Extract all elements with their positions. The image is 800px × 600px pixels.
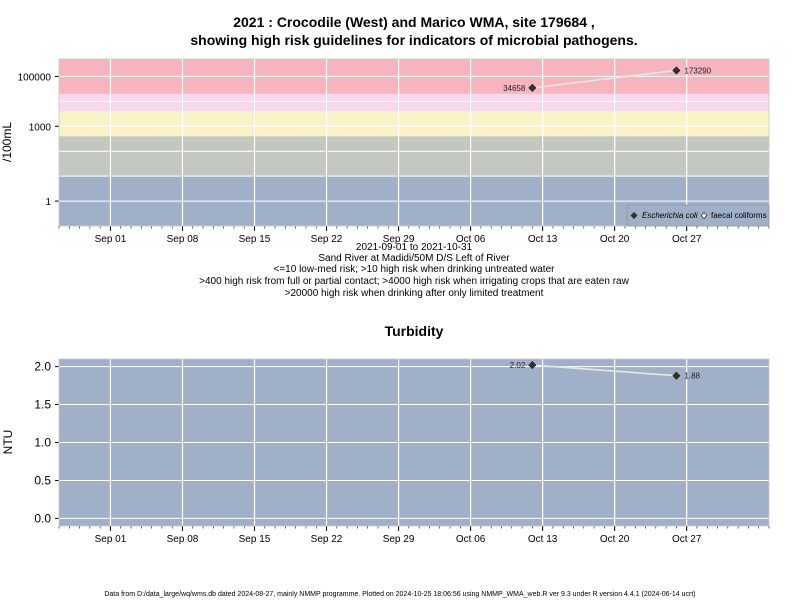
- data-label: 173290: [684, 66, 711, 75]
- chart2-title: Turbidity: [385, 323, 444, 339]
- risk-band: [59, 93, 769, 112]
- data-label: 1.88: [684, 372, 700, 381]
- x-tick-label: Oct 27: [672, 534, 702, 545]
- chart1-note-guideline-1: <=10 low-med risk; >10 high risk when dr…: [274, 264, 556, 275]
- footer-note: Data from D:/data_large/wq/wms.db dated …: [104, 591, 695, 598]
- x-tick-label: Sep 22: [311, 234, 343, 245]
- plot-frame: [58, 358, 770, 527]
- legend-faecal-marker: [700, 211, 708, 220]
- chart1-note-guideline-2: >400 high risk from full or partial cont…: [199, 276, 629, 287]
- x-tick-label: Oct 06: [456, 534, 486, 545]
- x-tick-label: Oct 13: [528, 234, 558, 245]
- legend-faecal-label: faecal coliforms: [711, 211, 767, 220]
- x-tick-label: Oct 27: [672, 234, 702, 245]
- chart1-note-guideline-3: >20000 high risk when drinking after onl…: [285, 288, 544, 299]
- y-tick-label: 0.5: [34, 473, 51, 487]
- legend-ecoli-label: Escherichia coli: [642, 211, 698, 220]
- chart1-title-line1: 2021 : Crocodile (West) and Marico WMA, …: [233, 14, 595, 30]
- legend-ecoli-marker: [630, 211, 638, 220]
- microbial-chart-panel: Sep 01 Sep 08 Sep 15 Sep 22 Sep 29 Oct 06 Oct …: [18, 58, 770, 245]
- y-tick-label: 1.0: [34, 436, 51, 450]
- plot-frame: [58, 58, 770, 227]
- risk-band: [59, 111, 769, 137]
- data-point: [528, 361, 537, 370]
- y-tick-label: 1000: [29, 122, 52, 133]
- series-line: [532, 69, 677, 89]
- x-tick-label: Oct 20: [600, 234, 630, 245]
- chart1-note-date-range: 2021-09-01 to 2021-10-31: [356, 242, 473, 253]
- risk-band: [59, 136, 769, 177]
- x-tick-label: Sep 29: [383, 234, 415, 245]
- data-point: [528, 83, 537, 92]
- data-label: 34658: [503, 84, 526, 93]
- data-label: 2.02: [510, 361, 526, 370]
- x-tick-label: Sep 22: [311, 534, 343, 545]
- chart1-legend: Escherichia coli faecal coliforms: [626, 204, 770, 227]
- y-tick-label: 1: [45, 197, 51, 208]
- x-tick-label: Sep 29: [383, 534, 415, 545]
- x-tick-label: Sep 01: [95, 234, 127, 245]
- chart2-ylabel: NTU: [1, 430, 15, 455]
- legend-box: [626, 204, 770, 227]
- x-tick-label: Sep 01: [95, 534, 127, 545]
- chart1-ylabel: /100mL: [0, 122, 14, 162]
- y-tick-label: 1.5: [34, 398, 51, 412]
- turbidity-chart-panel: Sep 01 Sep 08 Sep 15 Sep 22 Sep 29 Oct 06 Oct …: [34, 358, 770, 545]
- x-tick-label: Sep 08: [167, 234, 199, 245]
- x-tick-label: Oct 06: [456, 234, 486, 245]
- chart1-title-line2: showing high risk guidelines for indicat…: [190, 32, 637, 48]
- x-tick-label: Sep 08: [167, 534, 199, 545]
- data-point: [672, 371, 681, 380]
- y-tick-label: 0.0: [34, 511, 51, 525]
- x-tick-label: Sep 15: [239, 234, 271, 245]
- chart1-note-site: Sand River at Madidi/50M D/S Left of Riv…: [318, 253, 510, 264]
- y-tick-label: 2.0: [34, 360, 51, 374]
- x-tick-label: Oct 20: [600, 534, 630, 545]
- data-point: [672, 66, 681, 75]
- x-tick-label: Sep 15: [239, 534, 271, 545]
- series-line: [532, 364, 677, 377]
- y-tick-label: 100000: [18, 72, 52, 83]
- x-tick-label: Oct 13: [528, 534, 558, 545]
